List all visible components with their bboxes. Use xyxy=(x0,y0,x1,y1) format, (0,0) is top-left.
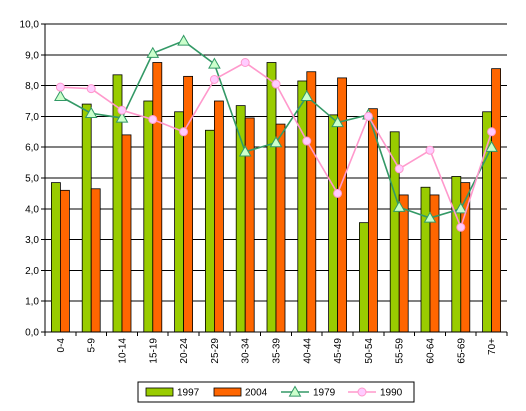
x-tick-label: 45-49 xyxy=(333,338,344,364)
x-tick-label: 10-14 xyxy=(118,338,129,364)
bar-1997 xyxy=(51,182,61,333)
y-tick-label: 2,0 xyxy=(25,266,39,277)
y-tick-label: 7,0 xyxy=(25,112,39,123)
x-tick-label: 15-19 xyxy=(148,338,159,364)
marker-1990 xyxy=(456,222,466,232)
y-tick-label: 0,0 xyxy=(25,328,39,339)
marker-1979 xyxy=(115,111,129,123)
y-tick-label: 10,0 xyxy=(20,20,40,31)
bar-1997 xyxy=(328,114,339,333)
marker-1979 xyxy=(300,89,314,102)
bar-2004 xyxy=(213,100,224,333)
x-tick-labels: 0-4 5-9 10-14 15-19 20-24 25-29 30-34 35-39 40-4… xyxy=(56,338,498,364)
y-tick-label: 3,0 xyxy=(25,235,39,246)
x-tick-label: 20-24 xyxy=(179,338,190,364)
bar-2004 xyxy=(60,189,70,333)
marker-1979 xyxy=(485,140,498,152)
y-tick-label: 1,0 xyxy=(25,297,39,308)
legend-label-2004: 2004 xyxy=(245,388,268,399)
y-tick-label: 9,0 xyxy=(25,50,39,61)
bar-1997 xyxy=(451,176,462,333)
bar-2004 xyxy=(491,68,502,333)
marker-1979 xyxy=(146,46,160,58)
legend-box xyxy=(137,381,415,403)
x-tick-label: 60-64 xyxy=(426,338,437,364)
marker-1990 xyxy=(425,145,435,155)
marker-1979 xyxy=(423,211,437,223)
marker-1990 xyxy=(394,164,404,174)
marker-1990 xyxy=(333,188,343,198)
axes xyxy=(41,23,508,336)
bar-1997 xyxy=(174,111,185,333)
y-tick-label: 8,0 xyxy=(25,81,39,92)
marker-1990 xyxy=(487,127,497,137)
y-tick-labels: 0,0 1,0 2,0 3,0 4,0 5,0 6,0 7,0 8,0 9,0 10,0 xyxy=(20,20,40,339)
bar-1997 xyxy=(204,129,215,333)
x-tick-label: 65-69 xyxy=(456,338,467,364)
bar-1997 xyxy=(297,80,308,333)
bar-2004 xyxy=(121,134,132,333)
marker-1990 xyxy=(179,127,189,137)
legend-swatch-1997 xyxy=(145,387,174,397)
legend-label-1990: 1990 xyxy=(380,388,403,399)
marker-1979 xyxy=(238,145,252,157)
bar-2004 xyxy=(367,108,378,333)
bar-1997 xyxy=(81,103,92,333)
bar-2004 xyxy=(306,71,317,333)
bars xyxy=(51,62,502,333)
marker-1979 xyxy=(392,200,406,212)
bar-1997 xyxy=(358,222,369,333)
marker-1979 xyxy=(331,116,344,128)
legend: 1997 2004 1979 1990 xyxy=(137,381,415,403)
marker-1990 xyxy=(302,136,312,146)
bar-2004 xyxy=(337,77,348,333)
x-tick-label: 55-59 xyxy=(395,338,406,364)
marker-1990 xyxy=(117,105,127,115)
marker-1990 xyxy=(271,79,281,89)
legend-marker-1990 xyxy=(357,387,367,397)
bar-2004 xyxy=(152,62,163,333)
marker-1990 xyxy=(240,58,250,67)
x-tick-label: 70+ xyxy=(487,338,498,355)
legend-marker-1979 xyxy=(288,385,302,397)
bar-2004 xyxy=(398,194,409,333)
y-tick-label: 5,0 xyxy=(25,174,39,185)
marker-1990 xyxy=(363,111,373,121)
bar-2004 xyxy=(183,75,194,333)
x-tick-label: 30-34 xyxy=(241,338,252,364)
marker-1990 xyxy=(86,84,96,94)
marker-1979 xyxy=(269,136,283,148)
y-tick-label: 4,0 xyxy=(25,204,39,215)
marker-1990 xyxy=(209,74,219,84)
marker-1990 xyxy=(148,114,158,124)
legend-label-1997: 1997 xyxy=(177,388,200,399)
bar-1997 xyxy=(143,100,154,333)
marker-1979 xyxy=(54,89,67,102)
marker-1979 xyxy=(177,34,190,46)
bar-1997 xyxy=(266,62,277,333)
line-series xyxy=(54,34,498,232)
x-tick-label: 40-44 xyxy=(302,338,313,364)
bar-2004 xyxy=(275,123,286,333)
x-tick-label: 5-9 xyxy=(87,338,98,353)
y-tick-label: 6,0 xyxy=(25,143,39,154)
x-tick-label: 50-54 xyxy=(364,338,375,364)
x-tick-label: 25-29 xyxy=(210,338,221,364)
legend-swatch-2004 xyxy=(213,387,242,397)
marker-1979 xyxy=(208,57,221,69)
bar-2004 xyxy=(90,188,101,333)
marker-1990 xyxy=(55,82,65,92)
marker-1979 xyxy=(454,202,468,214)
legend-label-1979: 1979 xyxy=(313,388,336,399)
marker-1979 xyxy=(84,106,98,118)
x-tick-label: 35-39 xyxy=(272,338,283,364)
bar-1997 xyxy=(420,186,431,333)
x-tick-label: 0-4 xyxy=(56,338,67,353)
